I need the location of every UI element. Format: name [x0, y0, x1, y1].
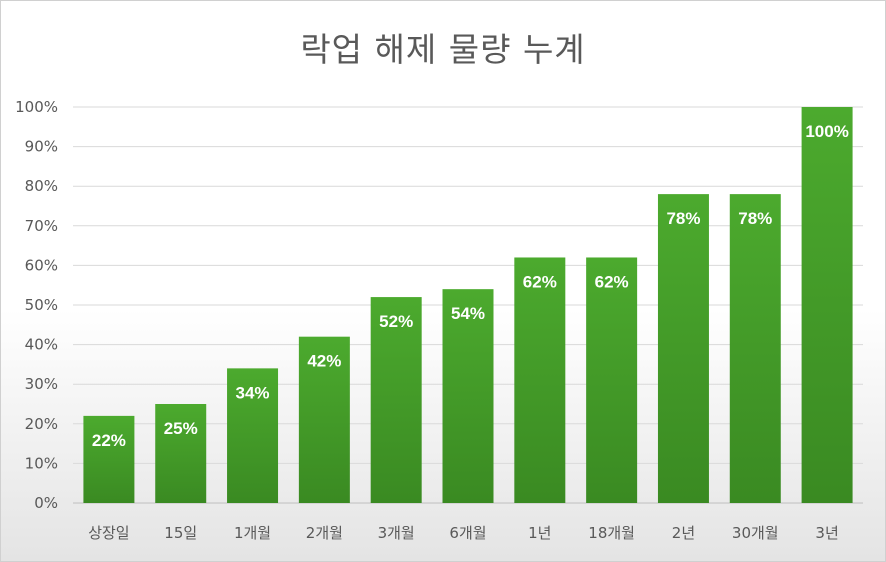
bar — [586, 257, 638, 503]
x-tick-label: 2년 — [672, 524, 695, 542]
bars — [83, 107, 853, 503]
bar — [801, 107, 853, 503]
y-tick-label: 0% — [34, 494, 58, 512]
data-label: 62% — [595, 272, 629, 291]
x-tick-label: 18개월 — [588, 524, 635, 542]
y-tick-label: 90% — [25, 138, 58, 156]
y-tick-label: 40% — [25, 336, 58, 354]
bar — [729, 194, 781, 503]
data-label: 62% — [523, 272, 557, 291]
data-labels: 22% 25% 34% 42% 52% 54% 62% 62% 78% 78% 100% — [92, 122, 849, 450]
data-label: 54% — [451, 304, 485, 323]
bar — [370, 297, 422, 503]
x-tick-label: 1개월 — [234, 524, 271, 542]
y-tick-label: 60% — [25, 256, 58, 274]
bar — [298, 336, 350, 503]
bar — [227, 368, 279, 503]
data-label: 78% — [738, 209, 772, 228]
data-label: 34% — [236, 383, 270, 402]
bar — [657, 194, 709, 503]
data-label: 78% — [666, 209, 700, 228]
y-tick-label: 20% — [25, 415, 58, 433]
bar — [442, 289, 494, 503]
x-tick-label: 6개월 — [449, 524, 486, 542]
data-label: 100% — [805, 122, 848, 141]
x-tick-label: 상장일 — [88, 524, 129, 542]
x-tick-label: 30개월 — [732, 524, 779, 542]
bar — [514, 257, 566, 503]
x-tick-label: 2개월 — [306, 524, 343, 542]
bar — [155, 404, 207, 503]
x-tick-label: 15일 — [164, 524, 197, 542]
data-label: 22% — [92, 431, 126, 450]
data-label: 42% — [307, 352, 341, 371]
y-tick-label: 100% — [15, 98, 58, 116]
x-tick-label: 3년 — [815, 524, 838, 542]
y-axis: 0% 10% 20% 30% 40% 50% 60% 70% 80% 90% 100% — [15, 98, 58, 512]
y-tick-label: 70% — [25, 217, 58, 235]
y-tick-label: 30% — [25, 375, 58, 393]
x-tick-label: 1년 — [528, 524, 551, 542]
data-label: 25% — [164, 419, 198, 438]
y-tick-label: 80% — [25, 177, 58, 195]
bar — [83, 415, 135, 503]
y-tick-label: 50% — [25, 296, 58, 314]
x-tick-label: 3개월 — [378, 524, 415, 542]
y-tick-label: 10% — [25, 454, 58, 472]
x-axis: 상장일 15일 1개월 2개월 3개월 6개월 1년 18개월 2년 30개월 3년 — [88, 524, 839, 542]
chart-title: 락업 해제 물량 누계 — [300, 30, 586, 69]
data-label: 52% — [379, 312, 413, 331]
